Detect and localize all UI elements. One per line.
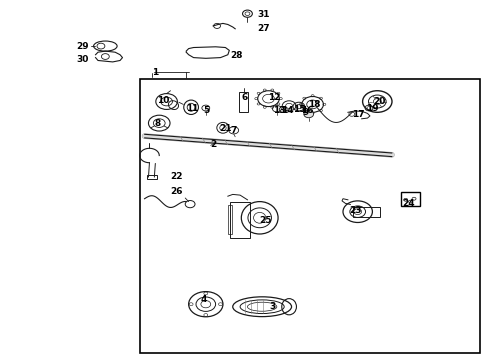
Text: 2: 2 [211, 140, 217, 149]
Text: 28: 28 [230, 51, 243, 60]
Bar [239, 92, 248, 112]
Text: 26: 26 [171, 187, 183, 196]
Text: 16: 16 [301, 106, 314, 115]
Bar [140, 79, 480, 353]
Bar [228, 205, 232, 234]
Circle shape [304, 111, 314, 118]
Bar [147, 175, 157, 179]
Text: 15: 15 [293, 105, 306, 114]
Circle shape [97, 43, 105, 49]
Text: 10: 10 [157, 96, 169, 105]
Text: 14: 14 [281, 106, 294, 115]
Text: 17: 17 [352, 110, 365, 119]
Bar [353, 207, 380, 217]
Text: 6: 6 [241, 94, 247, 103]
Text: 9: 9 [303, 108, 309, 117]
Text: 24: 24 [402, 199, 415, 208]
Text: 12: 12 [269, 94, 281, 103]
Text: 27: 27 [257, 24, 270, 33]
Text: 1: 1 [152, 68, 158, 77]
Text: 7: 7 [230, 126, 237, 135]
Text: 20: 20 [373, 97, 386, 106]
Text: 21: 21 [220, 124, 232, 133]
Text: 31: 31 [257, 10, 270, 19]
Circle shape [101, 54, 109, 59]
Text: 4: 4 [201, 295, 207, 304]
Text: 29: 29 [76, 42, 89, 51]
Text: 11: 11 [186, 104, 199, 113]
Text: 30: 30 [76, 55, 88, 64]
Text: 25: 25 [260, 216, 272, 225]
Text: 22: 22 [171, 172, 183, 181]
Bar [230, 202, 250, 238]
Text: 19: 19 [367, 104, 379, 113]
Text: 3: 3 [270, 302, 276, 311]
Text: 23: 23 [349, 206, 362, 215]
Text: 8: 8 [154, 119, 161, 128]
Bar [401, 192, 420, 206]
Text: 18: 18 [308, 100, 320, 109]
Text: 13: 13 [273, 106, 286, 115]
Text: 5: 5 [203, 106, 210, 115]
